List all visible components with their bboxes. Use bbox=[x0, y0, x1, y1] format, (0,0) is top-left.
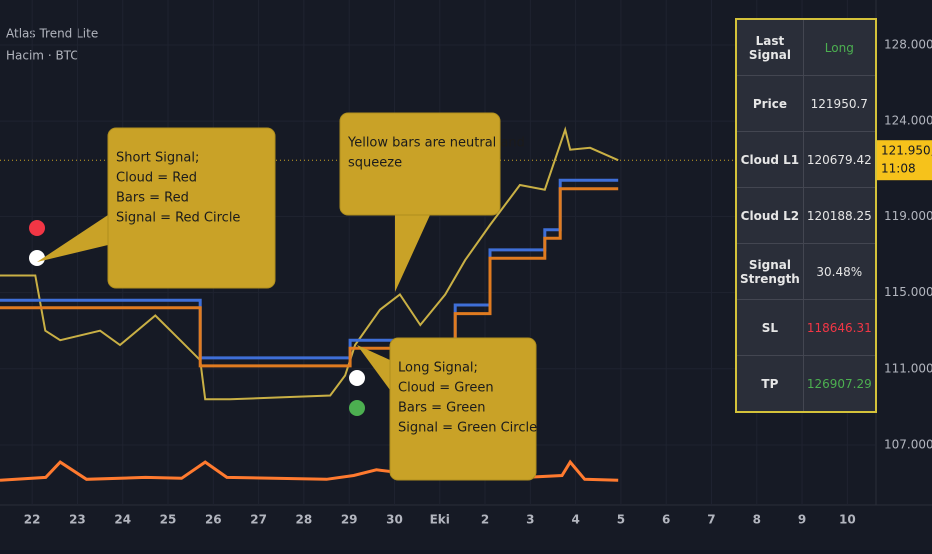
x-tick-label: 25 bbox=[160, 513, 177, 527]
callout-pointer bbox=[357, 345, 390, 390]
table-row: Price 121950.7 bbox=[735, 75, 877, 132]
x-tick-label: 22 bbox=[24, 513, 41, 527]
x-tick-label: 10 bbox=[839, 513, 856, 527]
callout-box bbox=[107, 127, 276, 289]
table-row: SL 118646.31 bbox=[735, 299, 877, 356]
table-row: TP 126907.29 bbox=[735, 355, 877, 413]
callout-pointer bbox=[395, 215, 430, 292]
signal-circle bbox=[349, 400, 365, 416]
x-tick-label: 8 bbox=[753, 513, 761, 527]
series-line bbox=[0, 187, 619, 368]
callout-text: Short Signal; bbox=[116, 151, 199, 166]
signal-circle bbox=[349, 370, 365, 386]
y-tick-label: 107.000,0 bbox=[884, 437, 932, 451]
table-value: Long bbox=[802, 18, 877, 76]
x-tick-label: 24 bbox=[114, 513, 131, 527]
x-tick-label: 23 bbox=[69, 513, 86, 527]
signal-table: Last Signal Long Price 121950.7 Cloud L1 1206… bbox=[735, 18, 877, 413]
table-value: 121950.7 bbox=[802, 75, 877, 132]
x-tick-label: 29 bbox=[341, 513, 358, 527]
callout-text: Cloud = Green bbox=[398, 381, 494, 396]
table-value: 30.48% bbox=[802, 243, 877, 300]
x-tick-label: 27 bbox=[250, 513, 267, 527]
y-tick-label: 119.000,0 bbox=[884, 209, 932, 223]
table-label: TP bbox=[735, 355, 804, 413]
price-label: 121.950,7 bbox=[881, 144, 932, 158]
callout-text: Cloud = Red bbox=[116, 171, 197, 186]
table-value: 120188.25 bbox=[802, 187, 877, 244]
x-tick-label: 6 bbox=[662, 513, 670, 527]
x-tick-label: 9 bbox=[798, 513, 806, 527]
callout-pointer bbox=[37, 215, 108, 262]
table-label: SL bbox=[735, 299, 804, 356]
callout-box bbox=[339, 112, 501, 216]
chart-subtitle: Hacim · BTC bbox=[6, 49, 79, 63]
callout-text: Yellow bars are neutral and bbox=[347, 136, 525, 151]
series-line bbox=[0, 459, 619, 482]
x-tick-label: 5 bbox=[617, 513, 625, 527]
table-label: Cloud L2 bbox=[735, 187, 804, 244]
x-tick-label: 4 bbox=[571, 513, 579, 527]
table-value: 126907.29 bbox=[802, 355, 877, 413]
table-label: Price bbox=[735, 75, 804, 132]
table-value: 118646.31 bbox=[802, 299, 877, 356]
y-tick-label: 115.000,0 bbox=[884, 285, 932, 299]
table-value: 120679.42 bbox=[802, 131, 877, 188]
callout-text: Long Signal; bbox=[398, 361, 478, 376]
callout: Long Signal; Cloud = Green Bars = Green Sig… bbox=[357, 337, 537, 481]
series-line bbox=[0, 178, 619, 360]
y-tick-label: 111.000,0 bbox=[884, 361, 932, 375]
table-label: Signal Strength bbox=[735, 243, 804, 300]
x-tick-label: 26 bbox=[205, 513, 222, 527]
table-row: Last Signal Long bbox=[735, 18, 877, 76]
callout-text: Signal = Green Circle bbox=[398, 421, 537, 436]
signal-circle bbox=[29, 250, 45, 266]
table-row: Cloud L1 120679.42 bbox=[735, 131, 877, 188]
callout-text: Bars = Green bbox=[398, 401, 486, 416]
callout-text: Signal = Red Circle bbox=[116, 211, 240, 226]
x-tick-label: 2 bbox=[481, 513, 489, 527]
x-tick-label: 3 bbox=[526, 513, 534, 527]
price-time: 11:08 bbox=[881, 162, 916, 176]
callout: Short Signal; Cloud = Red Bars = Red Signal… bbox=[37, 127, 276, 289]
x-tick-label: 7 bbox=[707, 513, 715, 527]
x-tick-label: 28 bbox=[296, 513, 313, 527]
table-label: Last Signal bbox=[735, 18, 804, 76]
signal-circle bbox=[29, 220, 45, 236]
table-label: Cloud L1 bbox=[735, 131, 804, 188]
y-tick-label: 124.000,0 bbox=[884, 114, 932, 128]
table-row: Signal Strength 30.48% bbox=[735, 243, 877, 300]
price-label-box bbox=[877, 140, 932, 181]
x-tick-label: 30 bbox=[386, 513, 403, 527]
callout-box bbox=[389, 337, 537, 481]
y-tick-label: 128.000,0 bbox=[884, 37, 932, 51]
x-tick-label: Eki bbox=[430, 513, 450, 527]
callout-text: Bars = Red bbox=[116, 191, 189, 206]
callout: Yellow bars are neutral and squeeze bbox=[339, 112, 525, 292]
callout-text: squeeze bbox=[348, 156, 402, 171]
chart-title: Atlas Trend Lite bbox=[6, 27, 98, 41]
table-row: Cloud L2 120188.25 bbox=[735, 187, 877, 244]
series-line bbox=[0, 126, 619, 401]
